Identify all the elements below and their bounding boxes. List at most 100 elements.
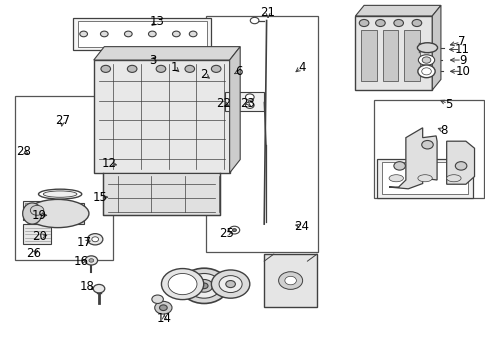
Circle shape <box>155 301 172 314</box>
Circle shape <box>168 274 197 294</box>
Circle shape <box>156 66 166 72</box>
Ellipse shape <box>418 55 435 65</box>
Text: 9: 9 <box>460 54 467 67</box>
Text: 26: 26 <box>26 247 41 260</box>
Circle shape <box>92 237 98 242</box>
Circle shape <box>455 162 467 170</box>
Circle shape <box>422 68 431 75</box>
Text: 1: 1 <box>170 60 178 73</box>
Circle shape <box>187 274 221 298</box>
Ellipse shape <box>39 189 82 199</box>
Polygon shape <box>389 128 437 189</box>
Circle shape <box>245 102 254 108</box>
Bar <box>78 21 207 47</box>
Circle shape <box>394 19 403 27</box>
Ellipse shape <box>389 175 403 182</box>
Circle shape <box>422 57 431 63</box>
Circle shape <box>124 31 132 37</box>
Circle shape <box>127 66 137 72</box>
Circle shape <box>93 284 105 293</box>
Polygon shape <box>94 47 240 60</box>
Bar <box>94 60 230 173</box>
Ellipse shape <box>43 191 77 197</box>
FancyBboxPatch shape <box>90 30 114 46</box>
Circle shape <box>80 31 88 37</box>
Ellipse shape <box>26 199 89 228</box>
Text: 16: 16 <box>74 255 88 267</box>
Circle shape <box>172 31 180 37</box>
Polygon shape <box>230 47 240 173</box>
Circle shape <box>161 269 204 300</box>
Circle shape <box>229 226 240 234</box>
Text: 27: 27 <box>55 114 70 127</box>
Text: 5: 5 <box>445 98 453 111</box>
Bar <box>382 162 468 194</box>
Bar <box>361 30 377 81</box>
Ellipse shape <box>418 175 432 182</box>
Text: 2: 2 <box>200 68 208 81</box>
Circle shape <box>412 19 422 27</box>
Circle shape <box>245 94 254 100</box>
Circle shape <box>359 19 369 27</box>
Circle shape <box>200 283 208 289</box>
Text: 28: 28 <box>16 145 30 158</box>
Text: 6: 6 <box>235 65 243 78</box>
Text: 15: 15 <box>93 191 107 204</box>
Circle shape <box>30 206 44 215</box>
Circle shape <box>185 66 195 72</box>
Circle shape <box>226 280 235 288</box>
Circle shape <box>100 31 108 37</box>
Bar <box>206 16 318 252</box>
Polygon shape <box>355 5 441 16</box>
FancyBboxPatch shape <box>176 30 200 46</box>
Bar <box>355 16 432 90</box>
Text: 10: 10 <box>456 65 471 78</box>
Bar <box>383 30 398 81</box>
Circle shape <box>285 276 296 285</box>
Text: 14: 14 <box>157 312 172 325</box>
Circle shape <box>219 276 242 293</box>
Circle shape <box>196 279 213 292</box>
Ellipse shape <box>417 43 438 53</box>
Text: 13: 13 <box>150 15 165 28</box>
Circle shape <box>85 256 98 265</box>
FancyBboxPatch shape <box>119 30 143 46</box>
Bar <box>23 224 51 243</box>
Circle shape <box>422 140 433 149</box>
Polygon shape <box>447 141 474 184</box>
Polygon shape <box>25 203 32 226</box>
Circle shape <box>180 268 228 303</box>
Circle shape <box>152 295 163 303</box>
Circle shape <box>233 229 236 231</box>
Bar <box>15 96 113 260</box>
Polygon shape <box>432 5 441 90</box>
Circle shape <box>88 234 103 245</box>
Circle shape <box>160 305 167 311</box>
Ellipse shape <box>447 175 461 182</box>
Bar <box>374 100 484 198</box>
Bar <box>377 159 473 198</box>
Text: 23: 23 <box>240 96 255 109</box>
Circle shape <box>89 259 94 262</box>
Text: 18: 18 <box>80 280 95 293</box>
Circle shape <box>279 272 303 289</box>
Text: 4: 4 <box>298 60 305 73</box>
FancyBboxPatch shape <box>147 30 172 46</box>
Text: 12: 12 <box>102 157 117 170</box>
Text: 17: 17 <box>76 236 92 249</box>
Text: 25: 25 <box>220 227 234 240</box>
Bar <box>25 203 49 218</box>
Text: 24: 24 <box>294 220 309 233</box>
Text: 19: 19 <box>32 209 47 222</box>
Bar <box>404 30 420 81</box>
Text: 21: 21 <box>261 6 275 19</box>
Circle shape <box>189 31 197 37</box>
Circle shape <box>211 270 250 298</box>
Text: 8: 8 <box>441 124 448 137</box>
Text: 20: 20 <box>32 230 47 243</box>
Bar <box>73 18 211 50</box>
Bar <box>32 203 84 224</box>
Circle shape <box>250 17 259 24</box>
Bar <box>23 201 51 220</box>
Circle shape <box>101 66 111 72</box>
